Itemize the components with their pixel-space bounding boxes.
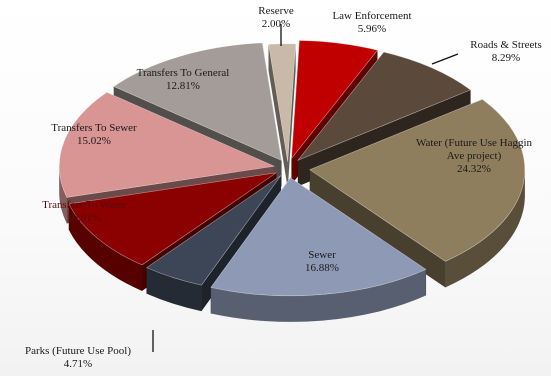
slice-label-transfers-to-sewer: Transfers To Sewer <box>51 122 137 134</box>
slice-percent-parks-future-use-pool: 4.71% <box>64 358 92 370</box>
slice-percent-reserve: 2.00% <box>262 18 290 30</box>
pie-slice-roads-streets <box>297 51 472 161</box>
slice-percent-roads-streets: 8.29% <box>492 52 520 64</box>
slice-label-transfers-to-water: Transfers To Water <box>42 199 126 211</box>
pie-slice-transfers-to-water <box>68 172 277 266</box>
slice-label-transfers-to-general: Transfers To General <box>137 67 230 79</box>
pie-slice-law-enforcement <box>291 40 378 160</box>
slice-percent-transfers-to-sewer: 15.02% <box>77 135 111 147</box>
pie-tops <box>59 40 526 297</box>
slice-percent-transfers-to-water: 10.01% <box>67 212 101 224</box>
slice-label-reserve: Reserve <box>258 5 294 17</box>
pie-slice-transfers-to-general <box>113 42 282 161</box>
leader-line <box>431 53 459 65</box>
slice-label-roads-streets: Roads & Streets <box>470 39 542 51</box>
slice-percent-water-future-use-haggin-ave-project: 24.32% <box>457 163 491 175</box>
pie-slice-sewer <box>210 177 427 297</box>
slice-label-water-future-use-haggin-ave-project: Ave project) <box>447 150 502 162</box>
slice-label-sewer: Sewer <box>308 249 336 261</box>
pie-slice-parks-future-use-pool <box>146 175 282 286</box>
leader-lines <box>152 24 459 352</box>
slice-label-water-future-use-haggin-ave-project: Water (Future Use Haggin <box>416 137 533 149</box>
pie-slice-water-future-use-haggin-ave-project <box>309 98 526 262</box>
slice-percent-sewer: 16.88% <box>305 262 339 274</box>
pie-slice-reserve <box>268 43 296 162</box>
slice-label-law-enforcement: Law Enforcement <box>332 10 411 22</box>
slice-label-parks-future-use-pool: Parks (Future Use Pool) <box>25 345 131 357</box>
slice-percent-transfers-to-general: 12.81% <box>166 80 200 92</box>
pie-slice-transfers-to-sewer <box>59 91 276 198</box>
slice-percent-law-enforcement: 5.96% <box>358 23 386 35</box>
